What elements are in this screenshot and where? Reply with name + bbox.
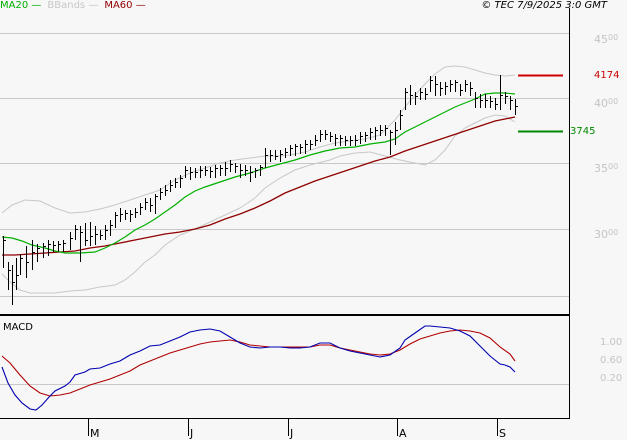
macd-axis-label-2: 0.60 <box>600 355 623 366</box>
price-axis-label-3500: 3500 <box>594 162 619 175</box>
resistance-level-label: 4174 <box>594 70 620 81</box>
macd-panel-title: MACD <box>3 322 33 333</box>
macd-signal-line <box>1 329 516 397</box>
price-axis-label-3000: 3000 <box>594 228 619 241</box>
ohlc-bars <box>3 75 518 305</box>
support-level-label: 3745 <box>570 126 596 137</box>
legend-ma20: MA20 — <box>0 0 42 11</box>
bollinger-bands <box>1 65 516 294</box>
x-axis-label-aug: A <box>399 427 407 440</box>
x-axis-label-sep: S <box>499 427 506 440</box>
legend-ma60: MA60 — <box>104 0 146 11</box>
macd-axis-label-3: 0.20 <box>600 373 623 384</box>
x-axis-label-may: M <box>90 427 100 440</box>
legend-bbands: BBands — <box>47 0 99 11</box>
macd-axis-label-1: 1.00 <box>600 337 623 348</box>
ma60-line <box>2 116 516 256</box>
price-axis-label-4500: 4500 <box>594 33 619 46</box>
copyright-timestamp: © TEC 7/9/2025 3:0 GMT <box>481 0 607 11</box>
macd-line <box>1 325 516 411</box>
price-axis-label-4000: 4000 <box>594 97 619 110</box>
price-gridlines <box>0 33 569 297</box>
x-axis-label-jun: J <box>190 427 194 440</box>
chart-legend: MA20 — BBands — MA60 — <box>0 0 152 12</box>
x-axis-label-jul: J <box>290 427 294 440</box>
